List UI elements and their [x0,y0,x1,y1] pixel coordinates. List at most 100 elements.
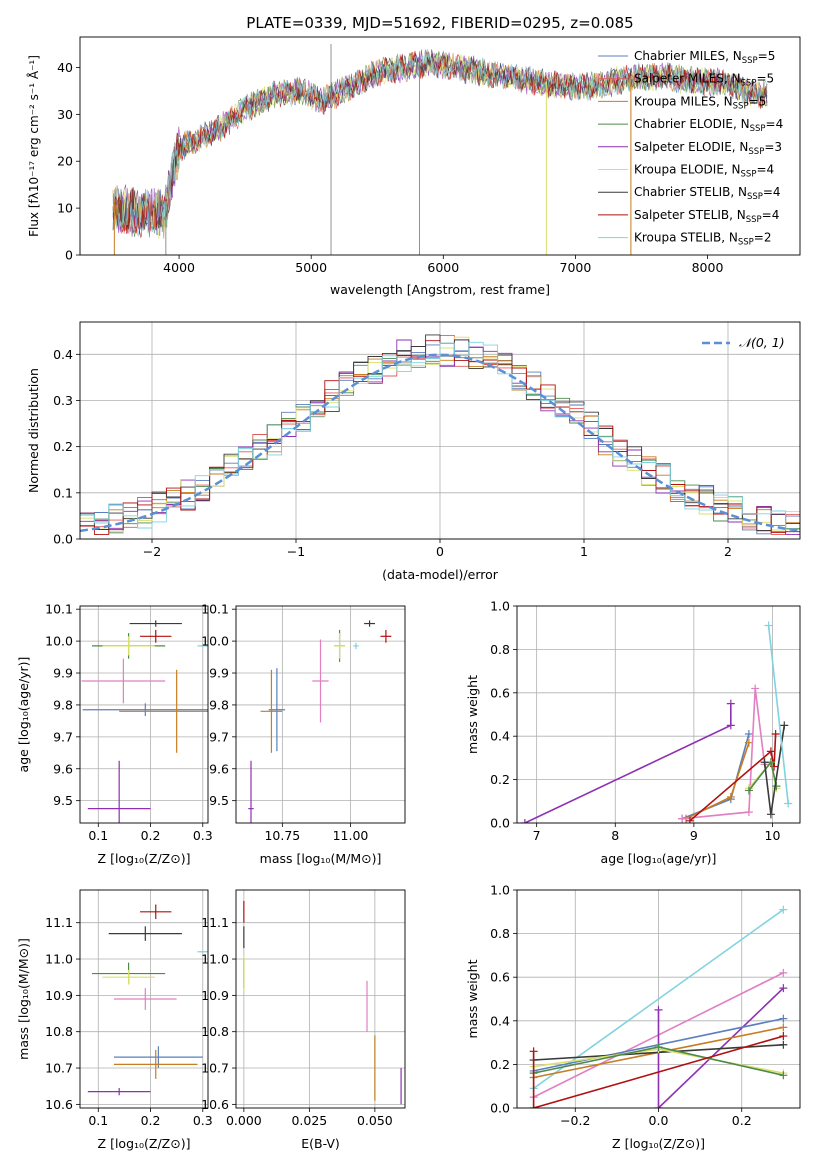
y-tick-label: 1.0 [490,883,510,898]
histogram-step [80,341,800,530]
normal-curve [80,353,800,533]
legend-label: 𝒩(0, 1) [739,335,785,350]
plot-frame [516,889,801,1109]
x-tick-label: 8 [611,828,619,843]
y-tick-label: 10.7 [45,1061,73,1076]
y-tick-label: 9.5 [53,793,73,808]
x-tick-label: 9 [690,828,698,843]
legend-label-sub: SSP [741,170,757,180]
mass-weight-line [689,733,777,822]
y-tick-label: 9.7 [209,729,229,744]
legend-label-main: Kroupa MILES, N [634,94,733,108]
x-axis-label: wavelength [Angstrom, rest frame] [330,282,550,297]
y-tick-label: 0.2 [53,439,73,454]
y-tick-label: 0 [65,248,73,263]
y-tick-label: 0.4 [53,347,73,362]
legend-label-main: Chabrier ELODIE, N [634,117,750,131]
legend-label-value: =4 [763,185,781,199]
x-tick-label: 4000 [163,260,195,275]
mass-weight-marker [685,816,694,823]
legend-label-value: =5 [758,49,776,63]
y-tick-label: 10.7 [201,1061,229,1076]
y-tick-label: 0.4 [490,729,510,744]
legend-label-main: Salpeter STELIB, N [634,208,746,222]
y-tick-label: 20 [57,154,73,169]
legend-label-main: Salpeter ELODIE, N [634,140,748,154]
legend-label-sub: SSP [738,238,754,248]
mass-weight-marker [780,721,789,730]
mass-weight-marker [654,1104,663,1108]
y-axis-label: age [log₁₀(age/yr)] [16,657,31,773]
mass-weight-marker [654,1042,663,1051]
plot-frame [235,889,406,1109]
x-tick-label: 0.1 [88,1113,108,1128]
mass-weight-line [533,908,784,1090]
y-tick-label: 0.0 [490,816,510,831]
x-tick-label: 0.000 [226,1113,262,1128]
legend-label-sub: SSP [748,147,764,157]
legend-label: Salpeter ELODIE, NSSP=3 [634,140,782,157]
x-axis-label: Z [log₁₀(Z/Z⊙)] [98,1136,191,1151]
y-tick-label: 0.8 [490,642,510,657]
panel-7 [232,890,405,1112]
x-tick-label: 0.0 [649,1113,669,1128]
y-tick-label: 10.6 [45,1097,73,1112]
mass-weight-line [682,688,766,820]
y-tick-label: 11.1 [201,915,229,930]
legend-label-main: Chabrier STELIB, N [634,185,747,199]
x-tick-label: 0.2 [141,1113,161,1128]
y-axis-label: mass weight [465,959,480,1038]
y-tick-label: 10.1 [201,602,229,617]
y-tick-label: 9.5 [209,793,229,808]
mass-weight-line [524,703,732,823]
y-tick-label: 10 [57,201,73,216]
mass-weight-marker [529,1047,538,1056]
spectrum-line [112,48,768,238]
y-tick-label: 9.7 [53,729,73,744]
mass-weight-marker [779,1032,788,1041]
mass-weight-marker [779,905,788,914]
x-axis-label: (data-model)/error [382,567,499,582]
mass-weight-marker [520,819,529,823]
chart-title: PLATE=0339, MJD=51692, FIBERID=0295, z=0… [246,14,633,32]
y-tick-label: 10.8 [201,1024,229,1039]
mass-weight-line [681,733,750,820]
legend-label: Salpeter MILES, NSSP=5 [634,72,774,89]
x-tick-label: 10.75 [264,828,300,843]
mass-weight-marker [784,799,793,808]
legend-label: Chabrier MILES, NSSP=5 [634,49,775,66]
plot-area [81,620,208,823]
mass-weight-marker [771,730,780,739]
y-tick-label: 11.0 [45,952,73,967]
x-tick-label: −0.2 [560,1113,590,1128]
plot-area [248,620,392,823]
legend-label-sub: SSP [733,101,749,111]
plot-frame [79,605,209,824]
x-tick-label: 0.3 [193,828,213,843]
mass-weight-marker [654,1005,663,1014]
y-tick-label: 9.9 [209,666,229,681]
x-tick-label: 7 [533,828,541,843]
y-axis-label: Normed distribution [26,368,41,493]
y-tick-label: 30 [57,107,73,122]
x-tick-label: 0.1 [88,828,108,843]
x-tick-label: −2 [143,544,161,559]
y-tick-label: 9.6 [53,761,73,776]
x-axis-label: Z [log₁₀(Z/Z⊙)] [98,851,191,866]
y-tick-label: 0.6 [490,970,510,985]
y-tick-label: 11.1 [45,915,73,930]
mass-weight-marker [766,747,775,756]
plot-frame [79,36,801,256]
panel-5 [513,605,800,827]
panel-4 [232,606,405,827]
histogram-step [80,340,800,535]
x-tick-label: −1 [287,544,305,559]
legend-label-main: Kroupa ELODIE, N [634,163,741,177]
legend-label: Chabrier ELODIE, NSSP=4 [634,117,783,134]
legend-label: Chabrier STELIB, NSSP=4 [634,185,781,202]
x-tick-label: 11.00 [333,828,369,843]
y-tick-label: 10.6 [201,1097,229,1112]
y-tick-label: 0.8 [490,926,510,941]
y-tick-label: 9.6 [209,761,229,776]
